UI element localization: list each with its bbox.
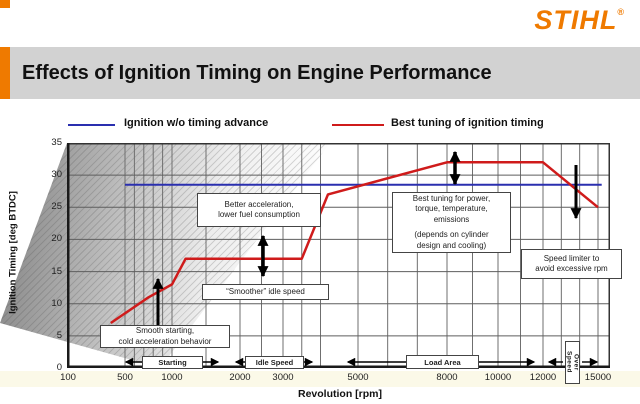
stihl-logo: STIHL® — [534, 5, 624, 36]
x-tick-label: 12000 — [529, 372, 557, 383]
x-tick-label: 8000 — [436, 372, 458, 383]
callout-speed-limiter: Speed limiter to avoid excessive rpm — [521, 249, 622, 279]
registered-mark: ® — [617, 7, 624, 17]
y-tick-label: 25 — [51, 201, 62, 213]
x-tick-label: 5000 — [347, 372, 369, 383]
title-accent-bar — [0, 47, 10, 99]
callout-best-tuning: Best tuning for power, torque, temperatu… — [392, 192, 511, 253]
y-axis-title: Ignition Timing [deg BTDC] — [7, 191, 19, 314]
x-tick-label: 1000 — [161, 372, 183, 383]
legend-label-blue: Ignition w/o timing advance — [124, 117, 269, 129]
callout-better-acceleration: Better acceleration, lower fuel consumpt… — [197, 193, 321, 227]
range-box-idle-speed: Idle Speed — [245, 356, 304, 369]
y-tick-label: 10 — [51, 297, 62, 309]
legend-swatch-red — [332, 124, 384, 126]
stihl-logo-text: STIHL — [534, 5, 618, 35]
y-tick-label: 0 — [56, 362, 62, 373]
legend-swatch-blue — [68, 124, 115, 126]
y-tick-label: 5 — [56, 329, 62, 341]
x-tick-label: 500 — [117, 372, 133, 383]
x-axis-title: Revolution [rpm] — [298, 388, 382, 400]
x-tick-label: 100 — [60, 372, 76, 383]
legend-label-red: Best tuning of ignition timing — [391, 117, 544, 129]
y-tick-label: 30 — [51, 169, 62, 181]
callout-smoother-idle: “Smoother” idle speed — [202, 284, 329, 300]
title-bar — [0, 47, 640, 99]
y-tick-label: 35 — [51, 137, 62, 148]
callout-smooth-starting: Smooth starting, cold acceleration behav… — [100, 325, 230, 348]
range-box-starting: Starting — [142, 356, 203, 369]
range-box-load-area: Load Area — [406, 355, 479, 369]
bottom-band — [0, 371, 640, 387]
range-box-over-speed: Over Speed — [565, 341, 580, 384]
y-tick-label: 20 — [51, 233, 62, 245]
x-tick-label: 3000 — [272, 372, 294, 383]
page-title: Effects of Ignition Timing on Engine Per… — [22, 62, 492, 84]
series-best-tuning-of-ignition-timing — [110, 161, 599, 325]
x-tick-label: 2000 — [229, 372, 251, 383]
x-tick-label: 10000 — [484, 372, 512, 383]
corner-accent — [0, 0, 10, 8]
y-tick-label: 15 — [51, 265, 62, 277]
x-tick-label: 15000 — [584, 372, 612, 383]
